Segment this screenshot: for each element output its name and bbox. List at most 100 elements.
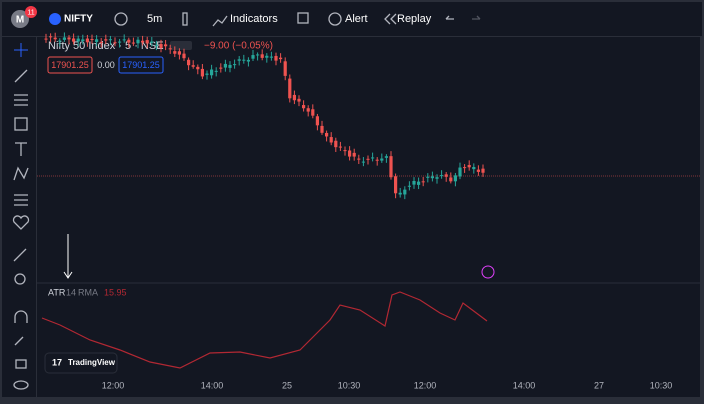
interval[interactable]: 5m: [147, 13, 162, 25]
candle: [302, 105, 306, 109]
candle: [76, 38, 80, 42]
candle: [357, 158, 361, 160]
candle: [150, 41, 154, 43]
candle: [398, 192, 402, 195]
candle: [472, 167, 476, 170]
patterns[interactable]: [14, 117, 28, 131]
candle: [453, 175, 457, 182]
candle: [205, 73, 209, 75]
status-dots: [170, 41, 192, 50]
candle: [237, 59, 241, 61]
trend-line[interactable]: [14, 69, 28, 83]
legend-change: −9.00 (−0.05%): [204, 41, 273, 52]
symbol[interactable]: NIFTY: [64, 14, 93, 25]
candle: [223, 63, 227, 68]
candle: [131, 42, 135, 44]
candle: [274, 55, 278, 61]
logo-mark: 17: [52, 357, 62, 367]
candle: [53, 37, 57, 40]
candle: [412, 180, 416, 185]
time-axis: 12:00 14:00 25 10:30 12:00 14:00 27 10:30: [102, 380, 673, 390]
candle: [417, 181, 421, 185]
candle: [154, 44, 158, 46]
magnet[interactable]: [14, 310, 28, 323]
redo[interactable]: [472, 15, 481, 20]
bid-box[interactable]: [47, 56, 93, 74]
ask-box[interactable]: [118, 56, 164, 74]
candle: [407, 185, 411, 187]
time-label: 12:00: [414, 380, 437, 390]
avatar[interactable]: [11, 10, 29, 28]
candles: [44, 32, 485, 200]
chart-type[interactable]: [182, 12, 188, 26]
candle: [182, 53, 186, 59]
candle: [352, 152, 356, 157]
lock[interactable]: [15, 359, 27, 369]
candle: [99, 41, 103, 43]
atr-smoothing: RMA: [78, 287, 98, 297]
candle: [283, 61, 287, 76]
candle: [329, 137, 333, 143]
candle: [44, 38, 48, 40]
favorites[interactable]: [12, 215, 30, 230]
candle: [200, 68, 204, 77]
alert-icon: [328, 12, 342, 26]
candle: [394, 176, 398, 194]
candle: [403, 189, 407, 195]
candle: [269, 56, 273, 58]
candle: [375, 159, 379, 161]
candle: [145, 40, 149, 44]
candle: [481, 168, 485, 173]
lightning[interactable]: [481, 265, 495, 279]
zoom[interactable]: [14, 273, 26, 285]
fib[interactable]: [14, 94, 28, 106]
candle: [141, 40, 145, 43]
candle: [173, 51, 177, 54]
candle: [265, 55, 269, 58]
atr-value: 15.95: [104, 287, 127, 297]
candle: [219, 67, 223, 69]
measure[interactable]: [13, 248, 27, 262]
add-symbol[interactable]: [114, 12, 128, 26]
candle: [127, 39, 131, 43]
candle: [81, 39, 85, 42]
logo-box[interactable]: [44, 352, 118, 374]
avatar-letter: M: [16, 15, 24, 26]
candle: [104, 39, 108, 41]
atr-length: 14: [66, 287, 76, 297]
candle: [458, 167, 462, 177]
candle: [233, 64, 237, 66]
candle: [426, 176, 430, 178]
candle: [338, 146, 342, 148]
left-toolbar: [2, 37, 36, 397]
candle: [196, 66, 200, 70]
undo[interactable]: [445, 15, 454, 20]
candle: [67, 37, 71, 40]
candle: [177, 51, 181, 55]
shapes[interactable]: [13, 166, 29, 181]
candle: [256, 54, 260, 56]
templates[interactable]: [297, 12, 309, 24]
indicators[interactable]: Indicators: [230, 13, 278, 25]
candle: [467, 165, 471, 168]
bid: 17901.25: [51, 60, 89, 70]
replay[interactable]: Replay: [397, 13, 432, 25]
candle: [444, 174, 448, 177]
alert[interactable]: Alert: [345, 13, 368, 25]
candle: [421, 181, 425, 183]
logo: TradingView: [68, 358, 116, 367]
candle: [191, 65, 195, 67]
forecast[interactable]: [14, 194, 28, 206]
top-toolbar: [2, 2, 702, 36]
crosshair[interactable]: [14, 43, 28, 57]
lock-drawings[interactable]: [14, 336, 24, 346]
visibility[interactable]: [13, 380, 29, 390]
symbol-icon: [49, 13, 61, 25]
candle: [343, 150, 347, 152]
time-label: 10:30: [338, 380, 361, 390]
candle: [58, 40, 62, 42]
replay-icon: [384, 13, 397, 25]
time-label: 14:00: [513, 380, 536, 390]
text-tool[interactable]: [15, 142, 27, 156]
candle: [348, 150, 352, 157]
